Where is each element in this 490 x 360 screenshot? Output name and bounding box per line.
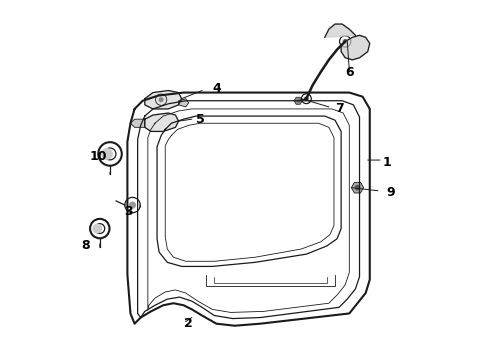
Polygon shape (178, 99, 189, 107)
Polygon shape (351, 183, 364, 193)
Circle shape (355, 185, 360, 190)
Circle shape (101, 148, 113, 160)
Text: 2: 2 (184, 317, 193, 330)
Circle shape (92, 224, 102, 234)
Text: 10: 10 (90, 150, 107, 163)
Circle shape (159, 97, 164, 102)
Polygon shape (341, 35, 370, 60)
Text: 1: 1 (383, 156, 392, 168)
Text: 6: 6 (345, 66, 354, 78)
Text: 8: 8 (81, 239, 90, 252)
Polygon shape (145, 90, 182, 109)
Polygon shape (294, 97, 302, 104)
Text: 3: 3 (124, 205, 133, 218)
Text: 4: 4 (212, 82, 221, 95)
Polygon shape (325, 24, 355, 37)
Polygon shape (145, 113, 178, 131)
Text: 5: 5 (196, 113, 205, 126)
Text: 7: 7 (335, 103, 344, 116)
Circle shape (304, 96, 309, 101)
Text: 9: 9 (386, 186, 395, 199)
Polygon shape (130, 119, 145, 127)
Circle shape (343, 39, 348, 44)
Circle shape (129, 202, 136, 209)
